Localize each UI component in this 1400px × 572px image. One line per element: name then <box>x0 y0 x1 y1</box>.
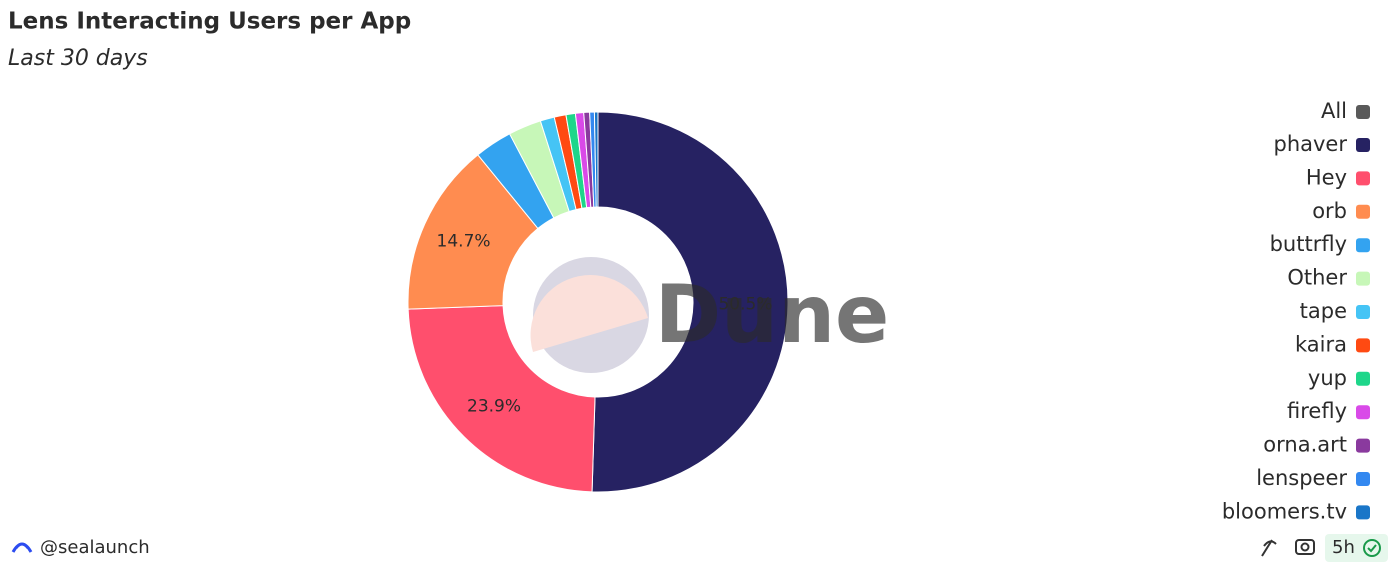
data-label: 14.7% <box>437 231 491 251</box>
legend-entry[interactable]: bloomers.tv <box>1222 499 1347 523</box>
check-mark <box>1367 544 1377 553</box>
hole-icon-slice <box>530 275 648 352</box>
author[interactable]: @sealaunch <box>40 537 150 558</box>
legend-entry[interactable]: firefly <box>1287 399 1347 423</box>
legend-entry-swatch <box>1356 438 1370 453</box>
refresh-age: 5h <box>1332 537 1355 558</box>
embed-icon[interactable] <box>1261 539 1277 557</box>
legend-entry[interactable]: Hey <box>1306 165 1347 189</box>
legend-entry[interactable]: buttrfly <box>1270 232 1347 256</box>
slice <box>407 305 596 493</box>
chart-title: Lens Interacting Users per App <box>8 9 411 35</box>
legend-entry[interactable]: kaira <box>1295 332 1347 356</box>
slice <box>407 154 539 310</box>
legend-entry[interactable]: yup <box>1308 366 1347 390</box>
footer: @sealaunch 5h <box>11 534 1388 562</box>
slice <box>593 111 599 208</box>
legend-entry-swatch <box>1356 171 1370 186</box>
legend-entry-swatch <box>1356 305 1370 319</box>
screenshot-icon[interactable] <box>1295 539 1315 555</box>
legend-all-swatch <box>1356 105 1370 119</box>
legend-entry[interactable]: Other <box>1287 266 1347 290</box>
watermark: Dune <box>655 268 890 361</box>
legend-all[interactable]: All <box>1321 99 1347 123</box>
screenshot-icon-lens <box>1300 542 1310 552</box>
chart-subtitle: Last 30 days <box>8 46 148 71</box>
legend-entry-swatch <box>1356 338 1370 353</box>
legend-entry[interactable]: orb <box>1312 199 1347 223</box>
legend-entry-swatch <box>1356 405 1370 420</box>
legend-entry-swatch <box>1356 138 1370 152</box>
check-icon <box>1363 539 1381 557</box>
slice <box>591 111 789 493</box>
author-icon <box>11 542 33 553</box>
legend-entry[interactable]: tape <box>1300 299 1347 323</box>
data-label: 50.5% <box>718 294 772 314</box>
legend-entry-swatch <box>1356 271 1370 286</box>
legend-entry[interactable]: orna.art <box>1263 433 1347 457</box>
legend-entry[interactable]: phaver <box>1274 132 1348 156</box>
legend: All phaver Hey orb buttrfly Other tape kaira yup… <box>1222 99 1370 523</box>
legend-entry-swatch <box>1356 204 1370 219</box>
legend-entry-swatch <box>1356 505 1370 520</box>
legend-entry-swatch <box>1356 472 1370 486</box>
legend-entry-swatch <box>1356 371 1370 386</box>
legend-entry-swatch <box>1356 238 1370 253</box>
donut: 50.5% 23.9% 14.7% <box>407 111 789 493</box>
data-label: 23.9% <box>467 397 521 417</box>
legend-entry[interactable]: lenspeer <box>1256 466 1347 490</box>
